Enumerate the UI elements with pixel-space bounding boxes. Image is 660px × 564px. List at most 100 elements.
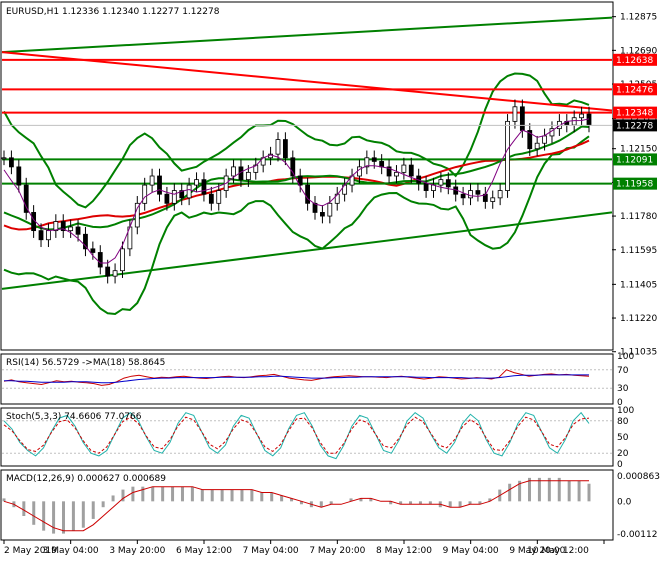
current-price-tag: [613, 119, 657, 132]
candle-body: [16, 166, 22, 186]
candle-body: [460, 193, 466, 199]
candle-body: [245, 171, 251, 181]
candle-body: [497, 190, 503, 199]
symbol-header: EURUSD,H1 1.12336 1.12340 1.12277 1.1227…: [6, 7, 220, 17]
candle-body: [312, 202, 318, 213]
candle-body: [305, 184, 311, 204]
candle-body: [527, 130, 533, 150]
trend-channel-upper: [1, 16, 613, 54]
candle-body: [208, 193, 214, 204]
stoch-tick-label: 100: [617, 406, 634, 416]
candle-body: [38, 230, 44, 241]
stoch-main-line: [3, 411, 590, 460]
candle-body: [157, 175, 162, 195]
candle-body: [364, 157, 370, 168]
candle-body: [505, 120, 510, 191]
y-tick-label: 1.12690: [620, 46, 657, 56]
candle-body: [194, 179, 199, 186]
x-tick-label: 7 May 04:00: [243, 546, 299, 556]
rsi-line: [3, 369, 590, 386]
candle-body: [327, 202, 333, 217]
rsi-ma-line: [4, 374, 589, 384]
y-tick-label: 1.11405: [620, 280, 657, 290]
candle-body: [216, 190, 222, 204]
candle-body: [579, 113, 584, 119]
candle-body: [120, 248, 125, 272]
x-tick-label: 9 May 04:00: [443, 546, 499, 556]
candle-body: [468, 190, 473, 199]
candle-body: [542, 135, 547, 144]
candle-body: [134, 202, 140, 228]
candle-body: [394, 171, 399, 177]
candle-body: [386, 166, 392, 177]
candle-body: [112, 270, 118, 277]
level-tag-resistance: [613, 106, 657, 119]
candle-body: [90, 248, 96, 253]
candle-body: [401, 164, 407, 173]
x-tick-label: 7 May 20:00: [309, 546, 365, 556]
candle-body: [512, 106, 518, 122]
x-tick-label: 3 May 04:00: [43, 546, 99, 556]
level-label: 1.12476: [616, 85, 653, 95]
candle-body: [571, 117, 577, 126]
stoch-tick-label: 20: [617, 449, 629, 459]
candle-body: [105, 266, 111, 277]
candle-body: [490, 197, 496, 202]
candle-body: [297, 175, 303, 186]
price-panel: 1.128751.126901.125051.123151.121501.119…: [1, 13, 657, 358]
candle-body: [53, 221, 59, 232]
rsi-tick-label: 30: [617, 384, 629, 394]
macd-panel: 0.000863 0.0 -0.00112: [2, 472, 660, 540]
moving-average-fast: [3, 118, 590, 264]
candle-body: [60, 221, 66, 232]
candle-body: [201, 179, 207, 195]
candle-body: [275, 139, 281, 155]
level-tag-resistance: [613, 53, 657, 66]
macd-tick-label: 0.000863: [617, 472, 660, 482]
stoch-title: Stoch(5,3,3) 74.6606 77.0766: [6, 412, 142, 422]
candle-body: [46, 230, 51, 241]
stoch-signal-line: [3, 416, 590, 454]
x-tick-label: 6 May 12:00: [176, 546, 232, 556]
candle-body: [445, 179, 451, 188]
rsi-tick-label: 100: [617, 352, 634, 362]
x-tick-label: 3 May 20:00: [109, 546, 165, 556]
x-tick-label: 2 May 2019: [4, 546, 57, 556]
level-tag-resistance: [613, 83, 657, 96]
y-tick-label: 1.11035: [620, 348, 657, 358]
candle-body: [68, 226, 74, 232]
candle-body: [23, 184, 29, 213]
candle-body: [83, 233, 88, 250]
level-label: 1.12091: [616, 155, 653, 165]
macd-tick-label: 0.0: [617, 497, 632, 507]
candle-body: [97, 252, 103, 268]
y-tick-label: 1.11780: [620, 212, 657, 222]
candle-body: [142, 184, 148, 204]
level-label: 1.11958: [616, 180, 653, 190]
level-label: 1.12638: [616, 56, 653, 66]
stoch-tick-label: 50: [617, 433, 629, 443]
candle-body: [423, 182, 429, 191]
candle-body: [371, 157, 377, 162]
y-tick-label: 1.11220: [620, 314, 657, 324]
x-tick-label: 10 May 12:00: [527, 546, 589, 556]
level-tag-support: [613, 177, 657, 190]
candle-body: [379, 161, 385, 168]
level-tag-support: [613, 153, 657, 166]
rsi-tick-label: 70: [617, 366, 629, 376]
candle-body: [320, 212, 325, 217]
candle-body: [475, 190, 481, 195]
trend-channel-lower: [1, 211, 613, 290]
stoch-tick-label: 0: [617, 460, 623, 470]
moving-average-medium: [3, 125, 590, 231]
candle-body: [282, 139, 288, 159]
y-tick-label: 1.12150: [620, 145, 657, 155]
candle-body: [186, 184, 192, 199]
candle-body: [164, 193, 170, 204]
macd-signal-line: [3, 480, 589, 532]
candle-body: [1, 157, 7, 160]
x-tick-label: 9 May 20:00: [509, 546, 565, 556]
